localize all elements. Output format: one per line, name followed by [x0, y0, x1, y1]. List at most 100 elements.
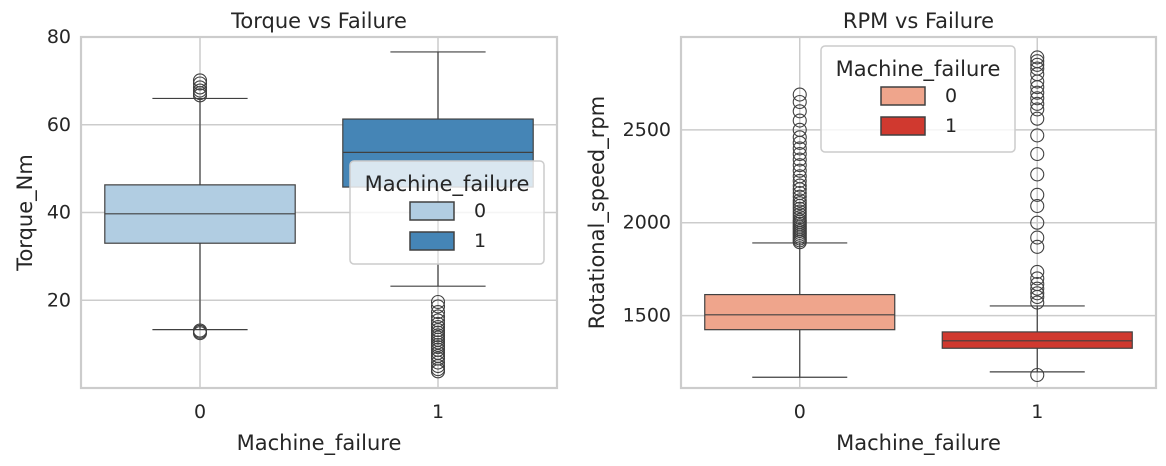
outlier-point [1030, 276, 1045, 292]
outlier-point [1030, 230, 1045, 245]
x-tick-label: 0 [194, 401, 206, 423]
y-tick-label: 20 [47, 289, 71, 311]
legend-swatch [880, 116, 926, 136]
outlier-point [1030, 102, 1045, 117]
outlier-point [1030, 215, 1045, 230]
x-tick-label: 0 [794, 401, 806, 423]
y-axis-label: Torque_Nm [13, 154, 38, 272]
outlier-point [1030, 239, 1045, 254]
outlier-point [792, 146, 807, 162]
outlier-point [792, 87, 807, 102]
outlier-point [1030, 54, 1045, 69]
outlier-point [1030, 57, 1045, 72]
outlier-point [430, 323, 446, 338]
box-iqr [941, 331, 1133, 349]
outlier-point [192, 73, 208, 88]
box-group-0 [704, 87, 896, 378]
outlier-point [1030, 146, 1045, 162]
box-group-0 [104, 73, 296, 341]
legend-swatch [409, 201, 455, 221]
x-tick-label: 1 [432, 401, 444, 423]
y-tick-label: 2000 [623, 212, 671, 234]
outlier-point [430, 309, 446, 324]
outlier-point [1030, 281, 1045, 296]
outlier-point [792, 113, 807, 128]
outlier-point [430, 319, 446, 335]
outlier-point [792, 189, 807, 204]
outlier-point [792, 104, 807, 119]
axes-frame [79, 35, 559, 390]
outlier-point [792, 169, 807, 184]
legend-swatch [409, 231, 455, 251]
x-axis-label: Machine_failure [836, 431, 1001, 456]
box-group-1 [941, 50, 1133, 383]
outlier-point [792, 130, 807, 145]
outlier-point [792, 158, 807, 173]
outlier-point [1030, 96, 1045, 111]
legend: Machine_failure 0 1 [820, 45, 1016, 153]
outlier-point [1030, 128, 1045, 143]
chart-title: Torque vs Failure [230, 9, 407, 33]
outlier-point [430, 348, 446, 364]
outlier-point [792, 204, 807, 219]
outlier-point [1030, 111, 1045, 126]
outlier-point [792, 185, 807, 201]
outlier-point [792, 210, 807, 225]
y-tick-label: 2500 [623, 119, 671, 141]
chart-panel-2: 1500 2000 2500 0 1 RPM vs Failure Machine_fail… [585, 9, 1158, 456]
outlier-point [430, 305, 446, 320]
outlier-point [792, 163, 807, 178]
outlier-point [1030, 167, 1045, 182]
outlier-point [792, 141, 807, 156]
outlier-point [1030, 367, 1045, 383]
x-tick-label: 1 [1031, 401, 1043, 423]
outlier-point [792, 94, 807, 110]
box-iqr [704, 293, 896, 331]
legend-label: 1 [474, 230, 486, 252]
outlier-point [792, 122, 807, 137]
outlier-point [1030, 50, 1045, 65]
outlier-point [1030, 61, 1045, 76]
y-tick-label: 1500 [623, 305, 671, 327]
outlier-point [430, 316, 446, 331]
outlier-point [192, 323, 208, 338]
outlier-point [192, 76, 208, 91]
chart-panel-1: 20 40 60 80 0 1 Torque vs Failure Machine_failu… [13, 9, 559, 456]
outlier-point [1030, 91, 1045, 106]
outlier-point [792, 196, 807, 211]
outlier-point [792, 178, 807, 193]
y-tick-label: 40 [47, 202, 71, 224]
outlier-point [792, 173, 807, 188]
x-axis-label: Machine_failure [237, 431, 402, 456]
outlier-point [192, 83, 208, 98]
outlier-point [792, 193, 807, 208]
y-tick-label: 80 [47, 26, 71, 48]
outlier-point [1030, 286, 1045, 301]
axes-frame [679, 35, 1158, 390]
outlier-point [430, 299, 446, 314]
outlier-point [792, 207, 807, 222]
outlier-point [1030, 198, 1045, 214]
legend-title: Machine_failure [836, 57, 1001, 82]
outlier-point [1030, 187, 1045, 202]
legend-label: 0 [474, 200, 486, 222]
outlier-point [192, 80, 208, 95]
outlier-point [430, 294, 446, 310]
outlier-point [792, 201, 807, 216]
legend-title: Machine_failure [365, 172, 530, 197]
outlier-point [430, 313, 446, 328]
outlier-point [792, 212, 807, 227]
outlier-point [1030, 271, 1045, 286]
chart-title: RPM vs Failure [843, 9, 994, 33]
legend-label: 0 [945, 85, 957, 107]
y-axis-label: Rotational_speed_rpm [585, 96, 610, 329]
legend-label: 1 [945, 115, 957, 137]
legend-swatch [880, 86, 926, 106]
outlier-point [1030, 264, 1045, 279]
legend: Machine_failure 0 1 [349, 160, 545, 265]
outlier-point [1030, 295, 1045, 310]
outlier-point [792, 152, 807, 167]
outlier-point [1030, 85, 1045, 100]
y-tick-label: 60 [47, 114, 71, 136]
